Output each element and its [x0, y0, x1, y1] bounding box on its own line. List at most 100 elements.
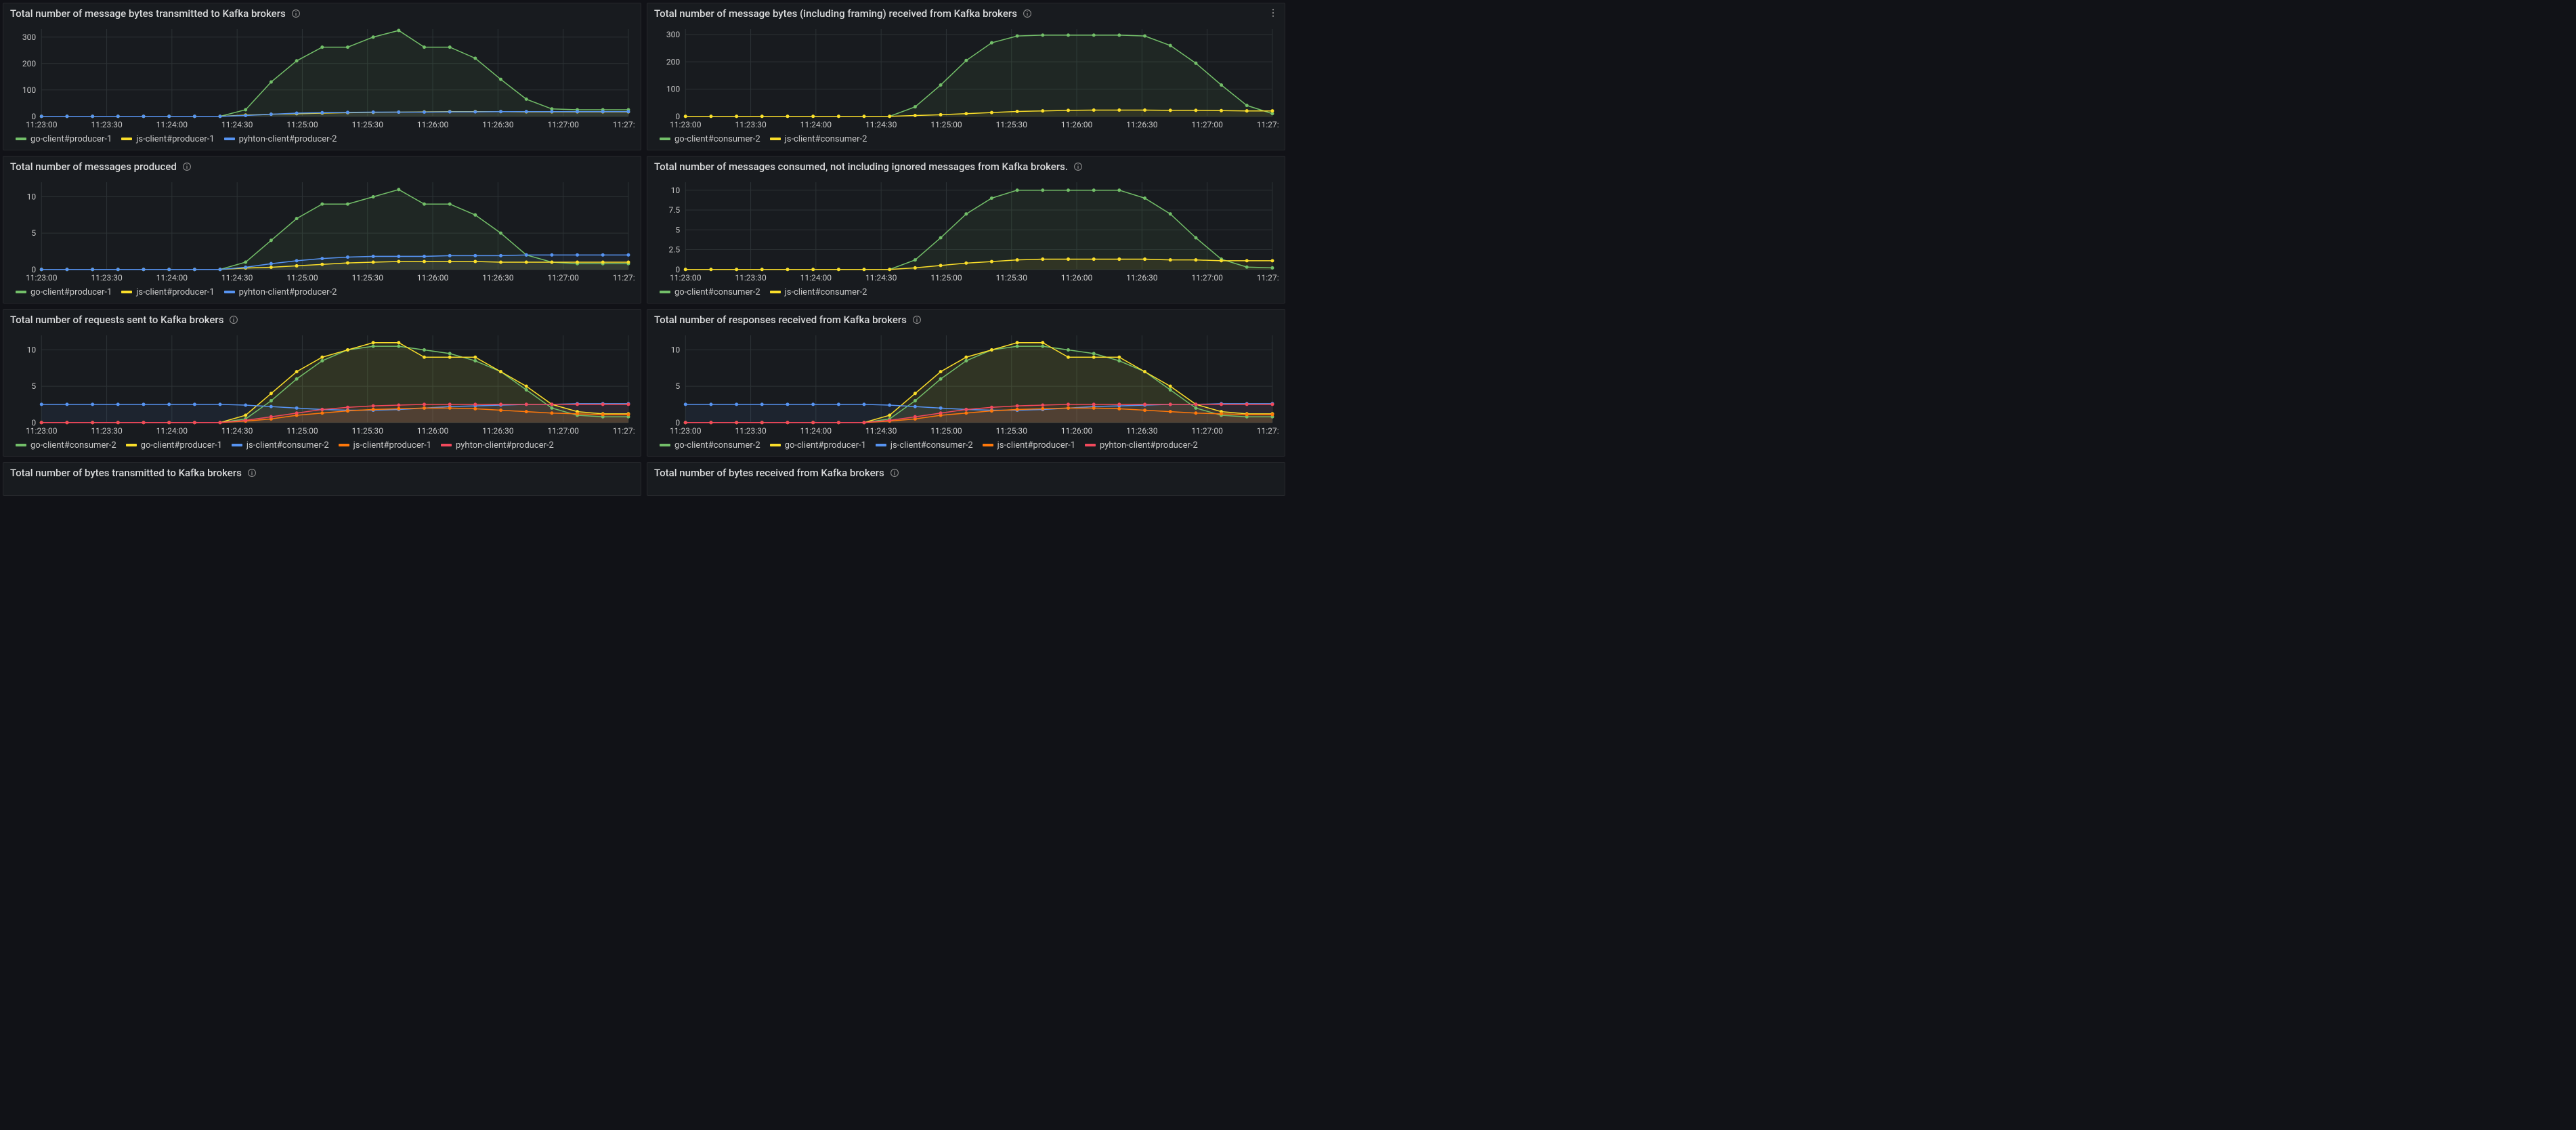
panel-menu-button[interactable]	[1266, 6, 1281, 22]
info-icon[interactable]	[291, 9, 301, 18]
info-icon[interactable]	[1023, 9, 1032, 18]
svg-text:11:26:00: 11:26:00	[1061, 273, 1093, 282]
svg-text:11:24:30: 11:24:30	[865, 426, 897, 436]
svg-text:11:23:00: 11:23:00	[670, 273, 702, 282]
legend-label: js-client#producer-1	[136, 287, 214, 297]
dashboard-panel: Total number of message bytes transmitte…	[3, 3, 641, 150]
svg-text:11:27:30: 11:27:30	[1257, 426, 1279, 436]
svg-text:11:27:30: 11:27:30	[1257, 273, 1279, 282]
svg-text:11:25:30: 11:25:30	[996, 120, 1028, 129]
svg-text:300: 300	[666, 30, 681, 39]
panel-header[interactable]: Total number of messages produced	[3, 156, 641, 174]
legend-item[interactable]: js-client#producer-1	[339, 440, 431, 451]
svg-text:7.5: 7.5	[668, 205, 680, 215]
panel-header[interactable]: Total number of messages consumed, not i…	[647, 156, 1285, 174]
panel-header[interactable]: Total number of bytes transmitted to Kaf…	[3, 463, 641, 480]
svg-text:5: 5	[31, 228, 36, 238]
legend-swatch	[121, 138, 132, 140]
legend-item[interactable]: js-client#consumer-2	[232, 440, 329, 451]
legend-item[interactable]: pyhton-client#producer-2	[224, 134, 337, 144]
legend-item[interactable]: go-client#producer-1	[126, 440, 222, 451]
dashboard-panel: Total number of message bytes (including…	[647, 3, 1285, 150]
svg-text:11:24:00: 11:24:00	[156, 426, 188, 436]
svg-text:11:23:00: 11:23:00	[26, 273, 58, 282]
chart-area[interactable]: 02.557.51011:23:0011:23:3011:24:0011:24:…	[647, 174, 1285, 285]
info-icon[interactable]	[1073, 162, 1083, 171]
svg-text:11:26:00: 11:26:00	[1061, 120, 1093, 129]
svg-text:5: 5	[675, 381, 680, 391]
legend-item[interactable]: go-client#consumer-2	[16, 440, 116, 451]
panel-title: Total number of message bytes (including…	[654, 7, 1017, 20]
info-icon[interactable]	[890, 468, 899, 478]
legend-item[interactable]: js-client#producer-1	[983, 440, 1075, 451]
legend-item[interactable]: go-client#consumer-2	[660, 440, 760, 451]
svg-text:11:25:00: 11:25:00	[286, 273, 318, 282]
legend-label: js-client#producer-1	[353, 440, 431, 451]
legend-item[interactable]: js-client#consumer-2	[770, 287, 867, 297]
dashboard-panel: Total number of responses received from …	[647, 309, 1285, 457]
legend-label: go-client#consumer-2	[30, 440, 116, 451]
chart-area[interactable]: 010020030011:23:0011:23:3011:24:0011:24:…	[647, 21, 1285, 131]
panel-header[interactable]: Total number of requests sent to Kafka b…	[3, 310, 641, 327]
legend-swatch	[441, 444, 452, 446]
svg-text:11:26:30: 11:26:30	[1126, 120, 1158, 129]
panel-header[interactable]: Total number of message bytes transmitte…	[3, 3, 641, 21]
chart-area[interactable]: 051011:23:0011:23:3011:24:0011:24:3011:2…	[647, 327, 1285, 438]
legend-swatch	[16, 291, 26, 293]
legend-item[interactable]: pyhton-client#producer-2	[224, 287, 337, 297]
svg-text:11:25:30: 11:25:30	[352, 426, 384, 436]
svg-text:11:27:30: 11:27:30	[613, 273, 635, 282]
chart-legend: go-client#consumer-2 js-client#consumer-2	[647, 285, 1285, 303]
svg-text:11:23:00: 11:23:00	[670, 120, 702, 129]
info-icon[interactable]	[229, 315, 238, 325]
panel-title: Total number of bytes transmitted to Kaf…	[10, 467, 242, 479]
dashboard-panel: Total number of bytes transmitted to Kaf…	[3, 462, 641, 496]
legend-label: go-client#producer-1	[785, 440, 866, 451]
svg-text:11:26:00: 11:26:00	[417, 273, 449, 282]
legend-item[interactable]: pyhton-client#producer-2	[441, 440, 554, 451]
legend-label: js-client#consumer-2	[785, 134, 867, 144]
legend-item[interactable]: js-client#consumer-2	[876, 440, 973, 451]
legend-item[interactable]: js-client#producer-1	[121, 134, 214, 144]
chart-area[interactable]: 051011:23:0011:23:3011:24:0011:24:3011:2…	[3, 174, 641, 285]
svg-text:11:24:00: 11:24:00	[800, 273, 832, 282]
svg-text:11:24:30: 11:24:30	[221, 120, 253, 129]
svg-text:11:26:00: 11:26:00	[417, 120, 449, 129]
legend-item[interactable]: js-client#producer-1	[121, 287, 214, 297]
svg-text:200: 200	[666, 57, 681, 66]
panel-header[interactable]: Total number of bytes received from Kafk…	[647, 463, 1285, 480]
svg-text:11:25:00: 11:25:00	[930, 273, 962, 282]
legend-item[interactable]: js-client#consumer-2	[770, 134, 867, 144]
svg-text:11:24:00: 11:24:00	[156, 273, 188, 282]
dashboard-grid: Total number of message bytes transmitte…	[0, 0, 1288, 499]
legend-item[interactable]: go-client#consumer-2	[660, 287, 760, 297]
legend-swatch	[126, 444, 137, 446]
info-icon[interactable]	[912, 315, 922, 325]
legend-item[interactable]: go-client#producer-1	[16, 134, 112, 144]
legend-item[interactable]: pyhton-client#producer-2	[1085, 440, 1198, 451]
legend-swatch	[16, 444, 26, 446]
svg-text:11:26:00: 11:26:00	[1061, 426, 1093, 436]
svg-text:11:23:00: 11:23:00	[26, 120, 58, 129]
legend-swatch	[1085, 444, 1096, 446]
legend-item[interactable]: go-client#consumer-2	[660, 134, 760, 144]
chart-area[interactable]: 010020030011:23:0011:23:3011:24:0011:24:…	[3, 21, 641, 131]
legend-label: go-client#producer-1	[30, 134, 112, 144]
panel-header[interactable]: Total number of message bytes (including…	[647, 3, 1285, 21]
legend-label: pyhton-client#producer-2	[239, 134, 337, 144]
info-icon[interactable]	[247, 468, 257, 478]
panel-title: Total number of messages consumed, not i…	[654, 161, 1068, 173]
chart-legend: go-client#consumer-2 go-client#producer-1…	[647, 438, 1285, 456]
svg-text:11:23:00: 11:23:00	[26, 426, 58, 436]
chart-legend: go-client#producer-1 js-client#producer-1…	[3, 131, 641, 150]
chart-area[interactable]: 051011:23:0011:23:3011:24:0011:24:3011:2…	[3, 327, 641, 438]
svg-text:100: 100	[666, 85, 681, 94]
legend-swatch	[16, 138, 26, 140]
svg-text:11:27:00: 11:27:00	[547, 426, 579, 436]
legend-item[interactable]: go-client#producer-1	[16, 287, 112, 297]
svg-text:5: 5	[675, 225, 680, 234]
legend-item[interactable]: go-client#producer-1	[770, 440, 866, 451]
panel-header[interactable]: Total number of responses received from …	[647, 310, 1285, 327]
svg-text:11:26:30: 11:26:30	[482, 120, 514, 129]
info-icon[interactable]	[182, 162, 192, 171]
